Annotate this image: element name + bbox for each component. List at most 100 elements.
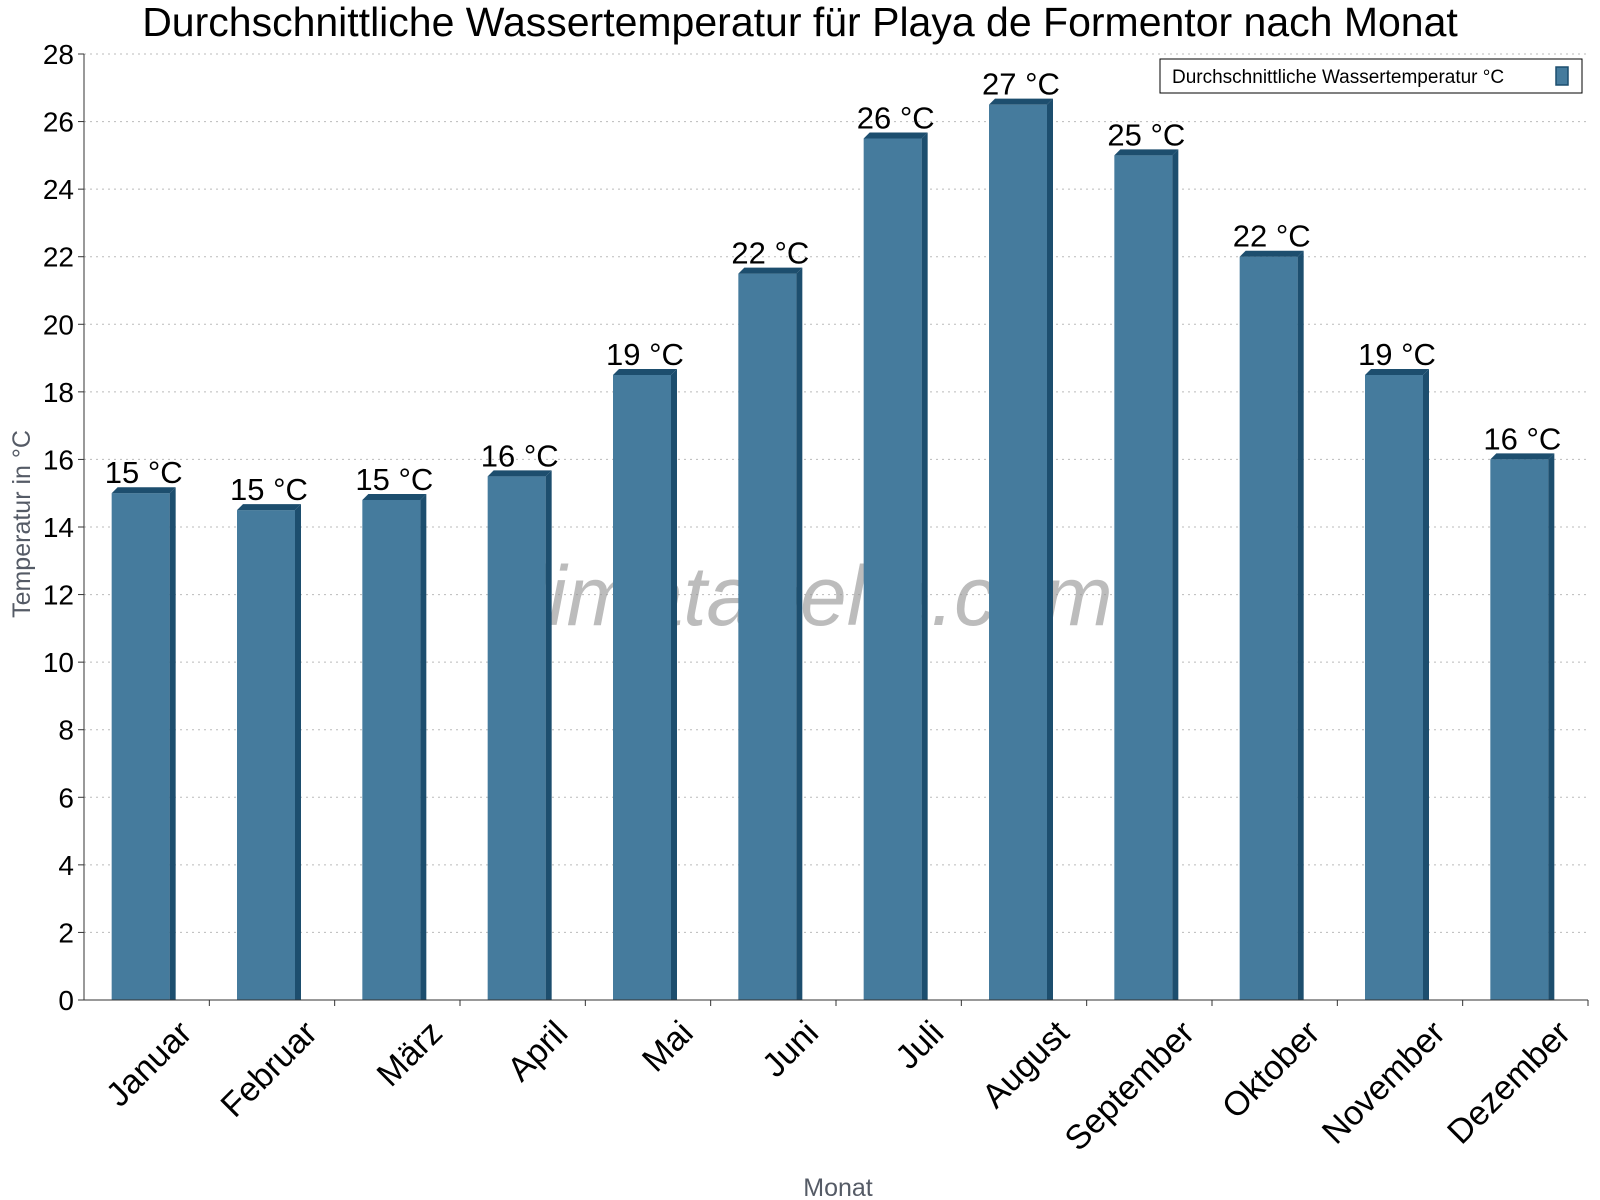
data-label: 26 °C (857, 100, 935, 135)
bar (487, 470, 552, 1001)
y-tick-label: 0 (58, 985, 74, 1016)
x-tick-label: August (975, 1013, 1077, 1115)
bar (1239, 250, 1304, 1000)
bar-side (420, 493, 427, 1000)
y-tick-label: 12 (43, 580, 74, 611)
y-tick-label: 26 (43, 107, 74, 138)
data-label: 19 °C (606, 337, 684, 372)
x-tick-label: Oktober (1215, 1014, 1327, 1126)
bar (1365, 368, 1429, 1000)
x-tick-label: November (1315, 1014, 1453, 1152)
x-tick-label: Dezember (1440, 1014, 1578, 1152)
bar-top (487, 470, 552, 477)
bar-face (1114, 155, 1173, 1000)
bar-side (1423, 368, 1429, 1000)
bar-top (1239, 250, 1304, 257)
bar (613, 368, 677, 1000)
bar-top (613, 368, 677, 375)
bar-side (1047, 98, 1053, 1000)
bar-face (613, 374, 671, 1000)
y-tick-label: 8 (58, 715, 74, 746)
data-label: 16 °C (1483, 421, 1561, 456)
bar-face (989, 104, 1047, 1000)
data-label: 15 °C (355, 462, 433, 497)
bar (1490, 453, 1555, 1000)
x-tick-label: März (370, 1014, 450, 1094)
y-tick-label: 16 (43, 444, 74, 475)
x-tick-label: Februar (214, 1014, 325, 1125)
bar-side (796, 267, 803, 1000)
legend-swatch (1555, 66, 1569, 86)
legend-box (1159, 58, 1583, 94)
bar (989, 98, 1053, 1000)
bar-face (738, 273, 797, 1000)
data-label: 16 °C (481, 438, 559, 473)
grid-lines (84, 53, 1588, 933)
bar (362, 493, 427, 1000)
bar-top (237, 504, 301, 511)
chart-title: Durchschnittliche Wassertemperatur für P… (142, 0, 1458, 45)
bar-top (1365, 368, 1429, 375)
data-label: 15 °C (230, 472, 308, 507)
bar-side (1548, 453, 1555, 1000)
x-tick-label: Juni (755, 1014, 826, 1085)
bar-face (1490, 459, 1549, 1000)
y-tick-label: 14 (43, 512, 74, 543)
data-label: 25 °C (1107, 117, 1185, 152)
bar-face (1365, 374, 1423, 1000)
y-tick-label: 6 (58, 782, 74, 813)
x-axis-label: Monat (803, 1174, 873, 1200)
bar (863, 132, 928, 1000)
bars (111, 98, 1555, 1001)
y-tick-label: 2 (58, 917, 74, 948)
bar-side (1172, 149, 1179, 1000)
bar-side (671, 368, 677, 1000)
bar-face (863, 138, 922, 1000)
x-tick-labels: Januar Februar März April Mai Juni Juli AugustS… (99, 1000, 1589, 1158)
bar-face (487, 476, 546, 1001)
y-tick-label: 22 (43, 242, 74, 273)
bar-top (111, 487, 176, 494)
legend: Durchschnittliche Wassertemperatur °C (1159, 58, 1583, 94)
bar (1114, 149, 1179, 1000)
bar (111, 487, 176, 1000)
bar-side (169, 487, 176, 1000)
data-labels: 15 °C 15 °C 15 °C 16 °C 19 °C 22 °C 26 °C 27 °C… (105, 67, 1562, 507)
data-label: 22 °C (1233, 219, 1311, 254)
y-tick-label: 4 (58, 850, 74, 881)
data-label: 19 °C (1358, 337, 1436, 372)
bar-face (237, 510, 295, 1000)
bar-side (545, 470, 552, 1001)
y-tick-label: 28 (43, 39, 74, 70)
bar (738, 267, 803, 1000)
bar-face (362, 499, 421, 1000)
bar-side (921, 132, 928, 1000)
bar-face (111, 493, 170, 1000)
bar-top (989, 98, 1053, 105)
bar-face (1239, 256, 1298, 1000)
x-tick-label: April (500, 1014, 575, 1089)
bar-top (1490, 453, 1555, 460)
y-tick-label: 10 (43, 647, 74, 678)
bar-top (863, 132, 928, 139)
bar-top (738, 267, 803, 274)
x-tick-label: Mai (635, 1014, 701, 1080)
bar-top (1114, 149, 1179, 156)
bar-side (1297, 250, 1304, 1000)
y-tick-label: 18 (43, 377, 74, 408)
y-axis-label: Temperatur in °C (8, 430, 36, 618)
bar (237, 504, 301, 1000)
x-tick-label: September (1057, 1014, 1201, 1158)
data-label: 15 °C (105, 455, 183, 490)
data-label: 22 °C (731, 236, 809, 271)
x-tick-label: Juli (888, 1014, 951, 1077)
legend-label: Durchschnittliche Wassertemperatur °C (1172, 67, 1504, 88)
y-tick-label: 24 (43, 174, 74, 205)
data-label: 27 °C (982, 67, 1060, 102)
bar-side (295, 504, 301, 1000)
bar-top (362, 493, 427, 500)
x-tick-label: Januar (99, 1014, 199, 1114)
y-tick-label: 20 (43, 309, 74, 340)
